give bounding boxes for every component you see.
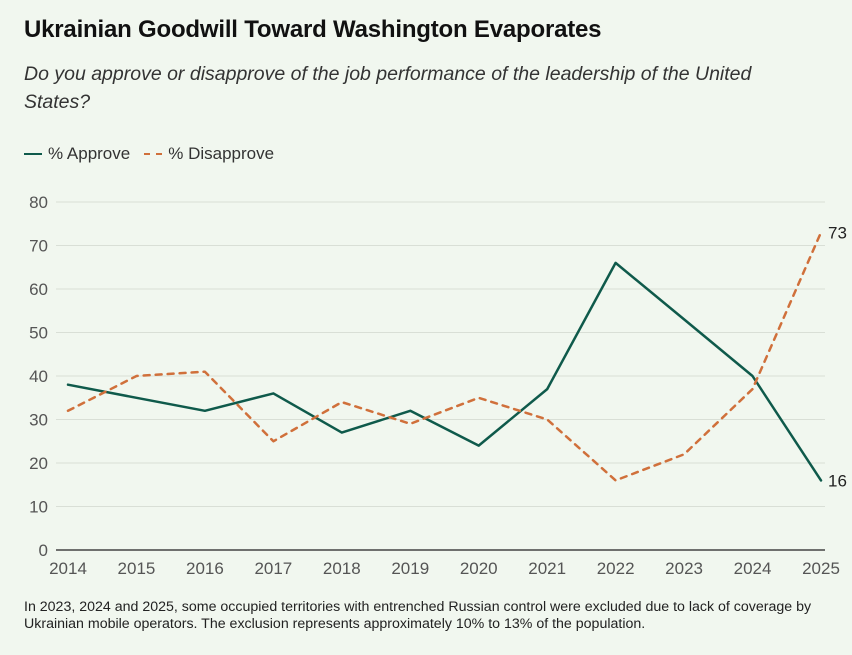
x-tick-label-2025: 2025 [802,559,840,578]
y-tick-label-40: 40 [29,367,48,386]
chart-title: Ukrainian Goodwill Toward Washington Eva… [24,16,602,43]
end-label-disapprove: 73 [828,223,847,242]
x-tick-label-2019: 2019 [391,559,429,578]
y-tick-label-80: 80 [29,193,48,212]
series-line-approve [66,261,823,482]
line-chart: 0 10 20 30 40 50 60 70 80 2014 2015 2016 2017 2018 201… [29,193,847,578]
series-line-disapprove [66,231,823,482]
y-tick-label-70: 70 [29,237,48,256]
x-tick-label-2024: 2024 [734,559,772,578]
legend-swatch-approve [24,153,42,155]
legend-item-approve: % Approve [24,144,130,164]
chart-subtitle: Do you approve or disapprove of the job … [24,63,752,113]
legend-label-disapprove: % Disapprove [168,144,275,163]
x-tick-label-2014: 2014 [49,559,87,578]
y-tick-label-30: 30 [29,411,48,430]
legend-label-approve: % Approve [48,144,131,163]
end-label-approve: 16 [828,471,847,490]
x-tick-label-2017: 2017 [254,559,292,578]
legend: % Approve % Disapprove [24,144,288,164]
x-tick-label-2018: 2018 [323,559,361,578]
x-tick-label-2022: 2022 [597,559,635,578]
x-tick-label-2023: 2023 [665,559,703,578]
y-tick-label-20: 20 [29,454,48,473]
footnote: In 2023, 2024 and 2025, some occupied te… [24,599,812,632]
y-tick-label-0: 0 [39,541,48,560]
y-tick-label-10: 10 [29,498,48,517]
x-tick-label-2015: 2015 [118,559,156,578]
y-tick-label-60: 60 [29,280,48,299]
x-tick-label-2020: 2020 [460,559,498,578]
legend-item-disapprove: % Disapprove [144,144,274,164]
y-tick-label-50: 50 [29,324,48,343]
legend-swatch-disapprove [144,153,163,155]
x-tick-label-2016: 2016 [186,559,224,578]
x-tick-label-2021: 2021 [528,559,566,578]
